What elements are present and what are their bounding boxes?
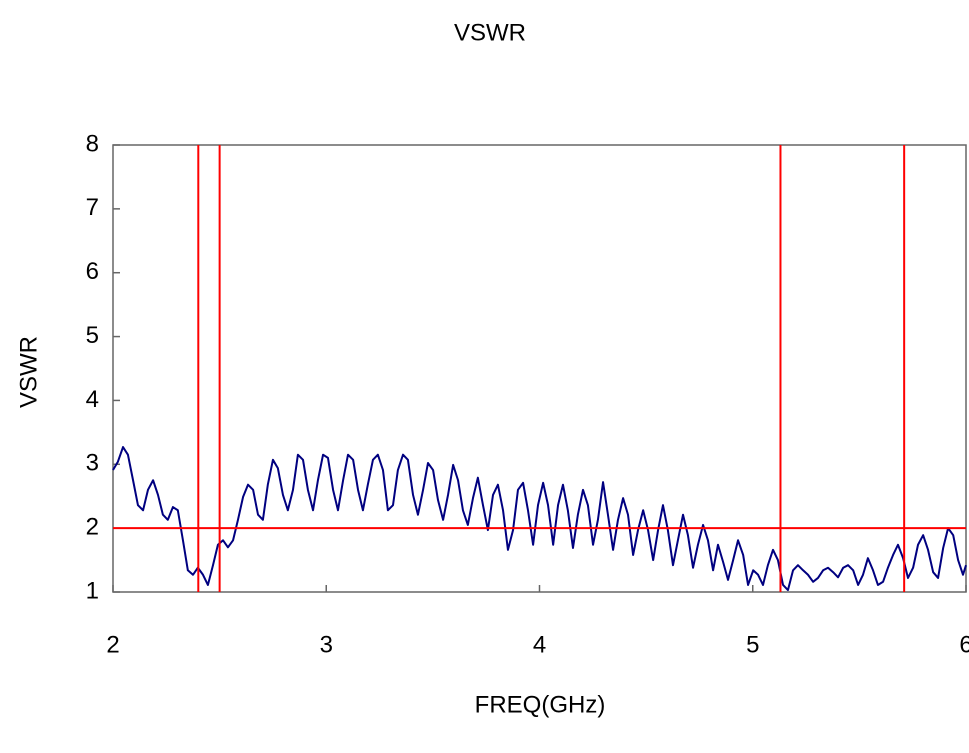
y-tick-label: 8: [86, 130, 99, 157]
y-tick-label: 5: [86, 322, 99, 349]
y-tick-label: 7: [86, 194, 99, 221]
x-tick-label: 4: [533, 631, 546, 658]
plot-frame: [112, 144, 967, 593]
y-tick-label: 1: [86, 577, 99, 604]
x-tick-label: 3: [320, 631, 333, 658]
y-tick-label: 4: [86, 386, 99, 413]
y-axis-label: VSWR: [15, 336, 42, 408]
data-line: [112, 446, 967, 592]
y-tick-label: 3: [86, 450, 99, 477]
chart-title: VSWR: [454, 19, 526, 46]
y-tick-label: 6: [86, 258, 99, 285]
y-tick-label: 2: [86, 513, 99, 540]
x-tick-label: 5: [746, 631, 759, 658]
x-tick-label: 6: [959, 631, 969, 658]
x-tick-label: 2: [106, 631, 119, 658]
x-axis-label: FREQ(GHz): [475, 691, 606, 718]
